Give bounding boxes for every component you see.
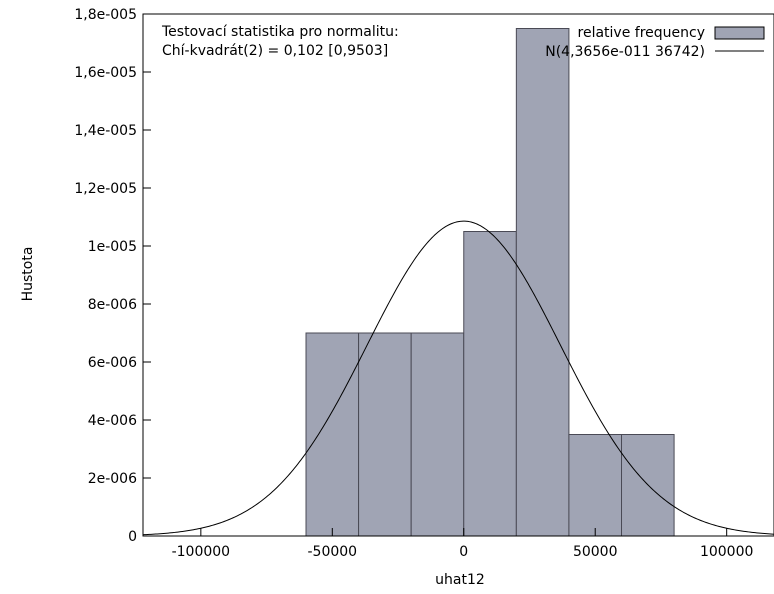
y-tick-label: 2e-006	[88, 471, 137, 487]
histogram-bar	[305, 332, 360, 537]
x-tick-label: 50000	[573, 544, 618, 560]
y-tick-label: 0	[128, 529, 137, 545]
normality-test-title: Testovací statistika pro normalitu:	[161, 24, 399, 40]
x-axis-label: uhat12	[435, 572, 485, 588]
y-tick-label: 6e-006	[88, 355, 137, 371]
normal-density-curve	[142, 220, 774, 536]
y-tick-label: 4e-006	[88, 413, 137, 429]
x-tick-label: -100000	[172, 544, 231, 560]
legend-label-normal: N(4,3656e-011 36742)	[545, 44, 705, 60]
x-axis-ticks: -100000 -50000 0 50000 100000	[172, 528, 753, 560]
histogram-bar	[410, 332, 465, 537]
legend-label-relative-frequency: relative frequency	[578, 25, 705, 41]
y-tick-label: 1,8e-005	[74, 7, 137, 23]
histogram-bar	[358, 332, 412, 537]
y-tick-label: 1,2e-005	[74, 181, 137, 197]
legend: relative frequency N(4,3656e-011 36742)	[545, 25, 765, 60]
histogram-bar	[568, 434, 623, 537]
histogram-bars	[305, 28, 675, 537]
x-tick-label: -50000	[308, 544, 358, 560]
plot-frame	[142, 13, 774, 537]
normality-test-result: Chí-kvadrát(2) = 0,102 [0,9503]	[162, 43, 388, 59]
y-axis-ticks: 0 2e-006 4e-006 6e-006 8e-006 1e-005 1,2e-005 1…	[74, 7, 151, 545]
y-tick-label: 1,6e-005	[74, 65, 137, 81]
histogram-bar	[463, 231, 517, 537]
histogram-bar	[515, 28, 570, 537]
x-tick-label: 0	[459, 544, 468, 560]
y-axis-label: Hustota	[20, 247, 36, 302]
y-tick-label: 8e-006	[88, 297, 137, 313]
x-tick-label: 100000	[700, 544, 753, 560]
y-tick-label: 1,4e-005	[74, 123, 137, 139]
legend-swatch-relative-frequency	[714, 26, 765, 40]
y-tick-label: 1e-005	[88, 239, 137, 255]
